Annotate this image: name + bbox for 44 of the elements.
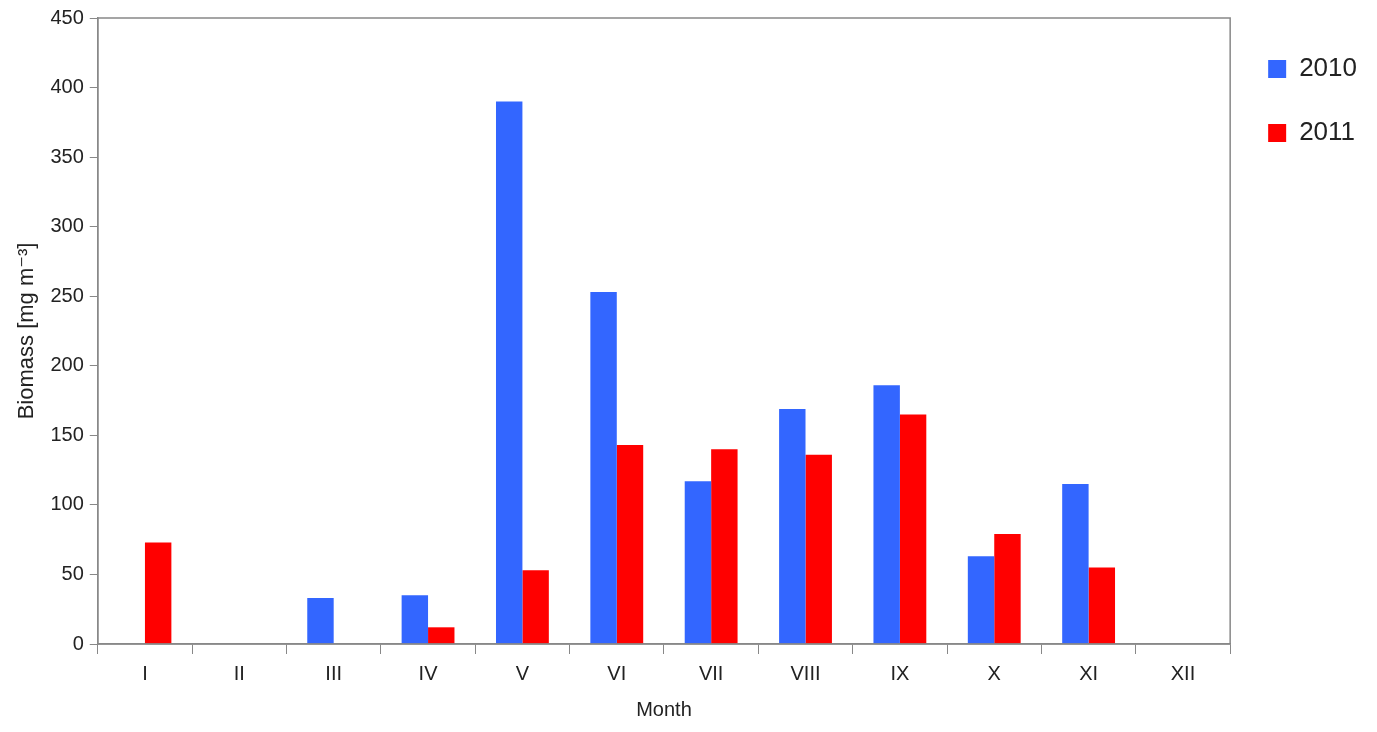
bar [779, 408, 806, 644]
y-tick-label: 350 [50, 144, 84, 167]
y-tick-label: 200 [50, 353, 84, 376]
x-tick-label: I [142, 661, 148, 684]
x-tick-label: IX [890, 661, 910, 684]
y-axis-title: Biomass [mg m⁻³] [13, 242, 39, 420]
x-tick-label: XII [1170, 661, 1196, 684]
bar [616, 445, 644, 644]
bar [994, 534, 1021, 644]
x-tick-label: V [515, 661, 530, 684]
legend-label: 2011 [1299, 116, 1356, 147]
x-tick-label: VI [607, 661, 627, 684]
y-tick-label: 300 [50, 214, 84, 237]
bar [873, 385, 900, 644]
y-tick-label: 100 [50, 492, 84, 515]
y-tick-label: 50 [61, 561, 84, 584]
y-tick-label: 450 [50, 5, 84, 28]
x-tick-label: VII [698, 661, 724, 684]
bar [1088, 567, 1116, 644]
bar [522, 570, 549, 644]
bar [495, 101, 523, 644]
x-axis-title: Month [636, 697, 692, 720]
bar [144, 542, 172, 644]
x-tick-label: II [233, 661, 245, 684]
y-tick-label: 400 [50, 75, 84, 98]
bar [307, 598, 334, 644]
y-tick-label: 150 [50, 422, 84, 445]
x-tick-label: IV [418, 661, 439, 684]
bar [428, 627, 455, 644]
y-tick-label: 250 [50, 283, 84, 306]
x-tick-label: VIII [790, 661, 821, 684]
x-tick-label: X [987, 661, 1001, 684]
bar [401, 595, 429, 644]
legend-label: 2010 [1299, 52, 1357, 83]
bar [805, 454, 832, 644]
bar [899, 414, 927, 644]
bar [1062, 484, 1089, 644]
bar [684, 481, 712, 644]
bar [711, 449, 738, 644]
x-tick-label: III [325, 661, 343, 684]
y-tick-label: 0 [72, 631, 84, 654]
bar [590, 292, 617, 644]
x-tick-label: XI [1079, 661, 1099, 684]
bar [967, 556, 995, 644]
